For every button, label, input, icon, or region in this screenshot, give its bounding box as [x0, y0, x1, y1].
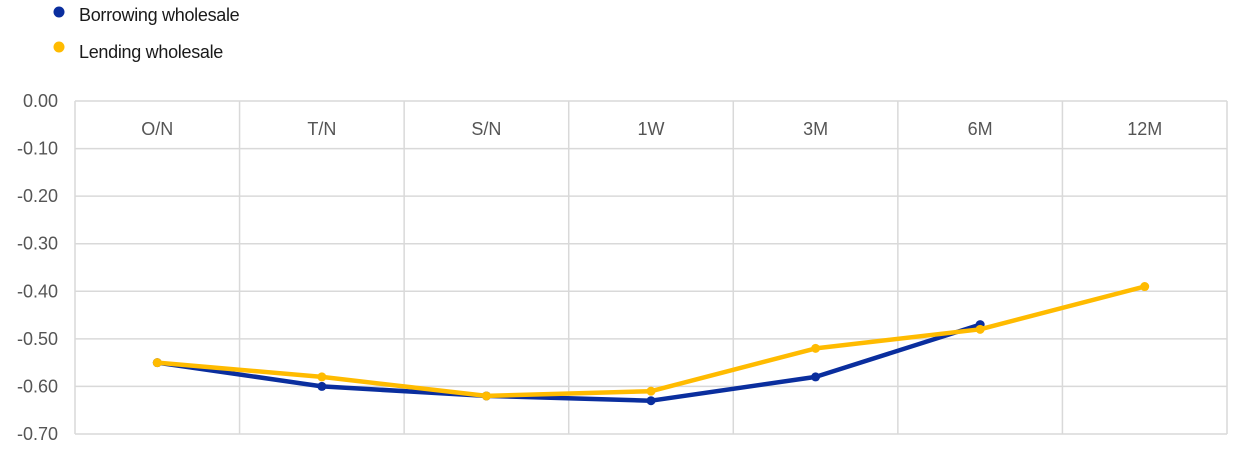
- plot-area: 0.00 -0.10 -0.20 -0.30 -0.40 -0.50 -0.60 -0.70 O…: [17, 91, 1228, 444]
- data-point-lending: [152, 358, 162, 368]
- x-tick-label: 12M: [1127, 119, 1162, 139]
- data-point-lending: [646, 386, 656, 396]
- y-tick-label: -0.40: [17, 281, 58, 301]
- series-line-lending: [155, 284, 1147, 399]
- y-tick-label: -0.70: [17, 424, 58, 444]
- y-tick-label: 0.00: [23, 91, 58, 111]
- legend-item-borrowing: Borrowing wholesale: [53, 5, 240, 25]
- x-tick-label: S/N: [471, 119, 501, 139]
- legend-marker-borrowing: [53, 6, 65, 18]
- x-tick-label: 3M: [803, 119, 828, 139]
- legend-label-borrowing: Borrowing wholesale: [79, 5, 240, 25]
- y-tick-label: -0.20: [17, 186, 58, 206]
- data-point-borrowing: [646, 396, 656, 406]
- y-tick-label: -0.10: [17, 139, 58, 159]
- legend-label-lending: Lending wholesale: [79, 42, 223, 62]
- data-point-borrowing: [811, 372, 821, 382]
- data-point-lending: [1140, 282, 1150, 292]
- y-tick-label: -0.50: [17, 329, 58, 349]
- data-point-lending: [317, 372, 327, 382]
- data-point-lending: [811, 343, 821, 353]
- y-tick-label: -0.60: [17, 376, 58, 396]
- data-point-lending: [481, 391, 491, 401]
- x-tick-label: T/N: [307, 119, 336, 139]
- series-line-borrowing: [155, 322, 983, 403]
- data-point-lending: [975, 324, 985, 334]
- x-tick-label: 6M: [968, 119, 993, 139]
- legend-marker-lending: [53, 41, 65, 53]
- x-tick-label: 1W: [638, 119, 665, 139]
- legend-item-lending: Lending wholesale: [53, 41, 224, 62]
- legend: Borrowing wholesale Lending wholesale: [53, 5, 240, 62]
- data-point-borrowing: [317, 381, 327, 391]
- y-tick-label: -0.30: [17, 234, 58, 254]
- x-tick-label: O/N: [141, 119, 173, 139]
